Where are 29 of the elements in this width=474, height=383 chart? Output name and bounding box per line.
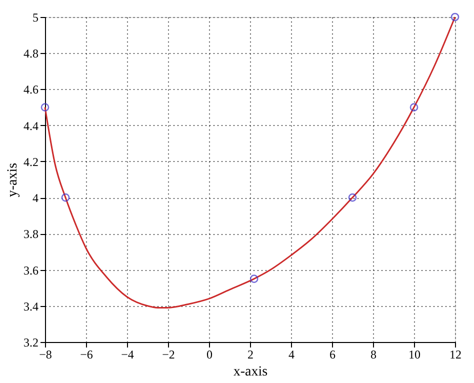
y-axis-title: y-axis — [6, 162, 20, 198]
y-tick-label: 3.6 — [24, 263, 38, 278]
point — [61, 193, 70, 202]
y-tick-label: 4.4 — [24, 118, 38, 133]
x-tick-label: 0 — [206, 348, 212, 362]
x-tick-label: 12 — [450, 348, 462, 362]
y-tick-label: 4.8 — [24, 46, 38, 61]
y-tick-label: 3.2 — [24, 336, 38, 350]
y-tick-label: 4.6 — [24, 82, 38, 97]
x-tick-label: 4 — [288, 348, 294, 362]
x-tick-label: −2 — [162, 348, 175, 362]
point — [250, 274, 258, 283]
y-tick-label: 5 — [32, 10, 38, 24]
x-tick-label: −4 — [121, 348, 134, 362]
point — [348, 193, 357, 202]
x-tick-label: −8 — [39, 348, 52, 362]
point — [450, 12, 460, 22]
y-tick-label: 4 — [32, 191, 38, 206]
x-tick-label: 10 — [408, 348, 420, 362]
point — [410, 103, 418, 112]
x-axis-title: x-axis — [233, 364, 268, 380]
x-tick-label: 2 — [248, 348, 254, 362]
x-tick-label: −6 — [80, 348, 93, 362]
point — [40, 103, 50, 112]
y-tick-label: 3.4 — [24, 299, 38, 314]
x-tick-label: 6 — [330, 348, 336, 362]
y-tick-label: 3.8 — [24, 227, 38, 242]
y-tick-label: 4.2 — [24, 154, 38, 169]
x-tick-label: 8 — [370, 348, 376, 362]
